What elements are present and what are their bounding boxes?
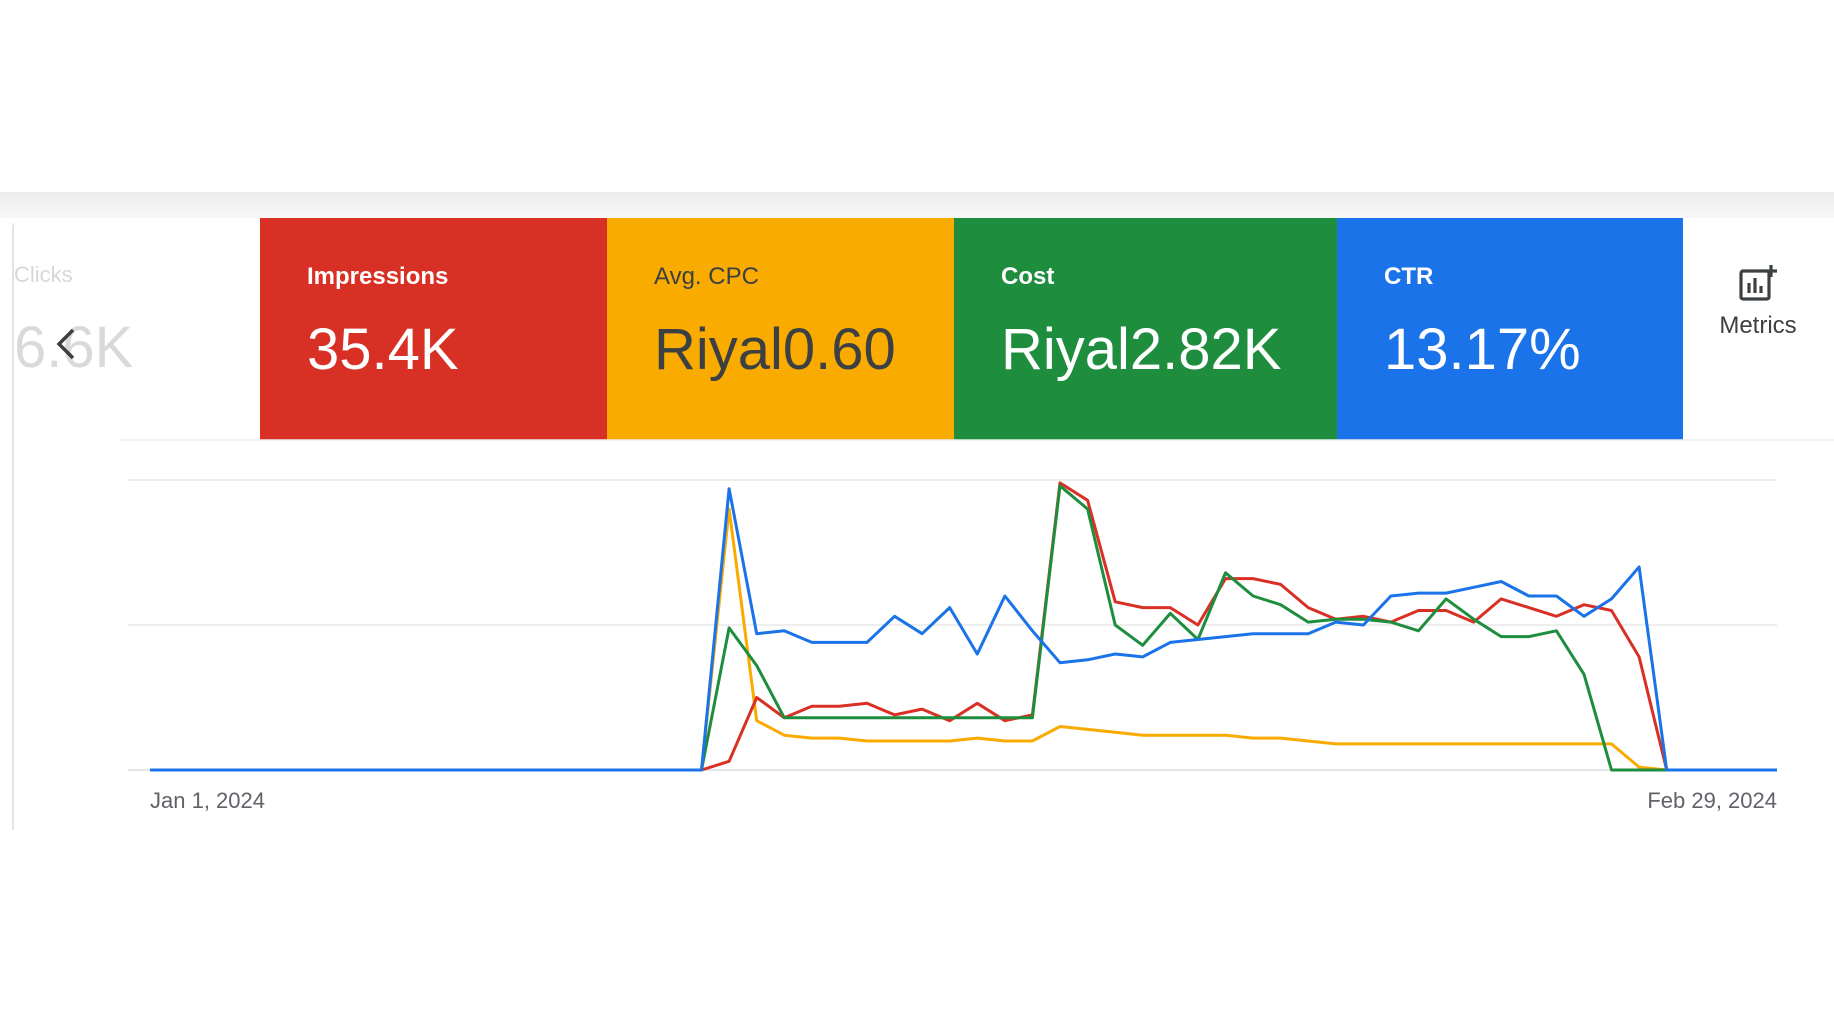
scorecard-label: Cost bbox=[1001, 263, 1055, 290]
series-line-impressions bbox=[150, 481, 1777, 772]
page-top-shade bbox=[0, 192, 1834, 218]
x-axis-start-label: Jan 1, 2024 bbox=[150, 788, 265, 813]
chevron-left-icon bbox=[56, 328, 75, 360]
scorecard-label: Avg. CPC bbox=[654, 263, 759, 290]
metrics-button[interactable]: Metrics bbox=[1683, 260, 1833, 360]
scorecard-impressions[interactable]: Impressions 35.4K bbox=[260, 218, 607, 440]
scroll-left-button[interactable] bbox=[48, 318, 84, 370]
hidden-scorecard-clicks[interactable]: Clicks 6.6K bbox=[14, 218, 260, 440]
metrics-button-label: Metrics bbox=[1719, 312, 1797, 339]
hidden-scorecard-value: 6.6K bbox=[14, 315, 134, 380]
hidden-scorecard-label: Clicks bbox=[14, 262, 73, 287]
scorecard-cost[interactable]: Cost Riyal2.82K bbox=[954, 218, 1337, 440]
add-chart-icon bbox=[1739, 265, 1777, 301]
scorecard-row: Impressions 35.4K Avg. CPC Riyal0.60 Cos… bbox=[260, 218, 1683, 440]
scorecard-value: 35.4K bbox=[307, 317, 459, 382]
scorecard-label: Impressions bbox=[307, 263, 449, 290]
series-line-avg-cpc bbox=[150, 507, 1777, 772]
scorecard-value: 13.17% bbox=[1384, 317, 1581, 382]
scorecard-value: Riyal0.60 bbox=[654, 317, 896, 382]
chart-gridlines bbox=[128, 479, 1777, 771]
scorecard-label: CTR bbox=[1384, 263, 1434, 290]
chart-series bbox=[150, 481, 1777, 772]
scorecard-avg-cpc[interactable]: Avg. CPC Riyal0.60 bbox=[607, 218, 954, 440]
x-axis-end-label: Feb 29, 2024 bbox=[1647, 788, 1777, 813]
series-line-ctr bbox=[150, 487, 1777, 772]
scorecard-value: Riyal2.82K bbox=[1001, 317, 1282, 382]
scorecard-ctr[interactable]: CTR 13.17% bbox=[1337, 218, 1683, 440]
